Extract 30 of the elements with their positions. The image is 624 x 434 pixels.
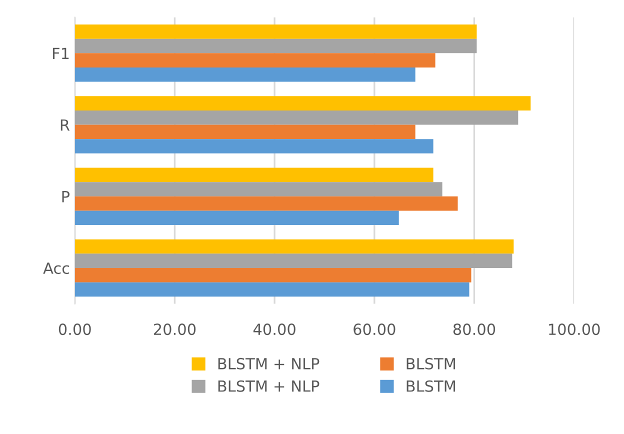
bar xyxy=(74,210,399,226)
bar xyxy=(74,139,434,154)
bar xyxy=(74,38,477,54)
y-tick-label: R xyxy=(60,119,70,131)
bar xyxy=(74,254,512,268)
y-tick-label: Acc xyxy=(43,262,70,274)
bar xyxy=(74,196,458,211)
legend-label: BLSTM xyxy=(406,358,456,370)
y-tick-label: F1 xyxy=(53,48,69,59)
x-tick-label: 20.00 xyxy=(154,324,196,336)
x-tick-label: 60.00 xyxy=(354,324,396,336)
bar xyxy=(74,239,514,254)
bar xyxy=(74,168,434,182)
x-tick-label: 40.00 xyxy=(253,324,296,336)
bar xyxy=(74,282,470,297)
bar xyxy=(74,24,477,39)
bar xyxy=(74,182,442,196)
legend-label: BLSTM + NLP xyxy=(218,380,320,392)
bar xyxy=(74,67,416,82)
x-tick-label: 80.00 xyxy=(453,324,496,336)
bar xyxy=(74,124,416,140)
legend-label: BLSTM xyxy=(406,380,456,392)
x-tick-label: 0.00 xyxy=(58,324,91,336)
bar xyxy=(74,53,436,68)
legend-label: BLSTM + NLP xyxy=(218,358,320,370)
bar xyxy=(74,96,531,110)
y-tick-label: P xyxy=(62,191,70,202)
bar xyxy=(74,268,472,282)
bar xyxy=(74,110,518,125)
x-tick-label: 100.00 xyxy=(549,324,600,336)
